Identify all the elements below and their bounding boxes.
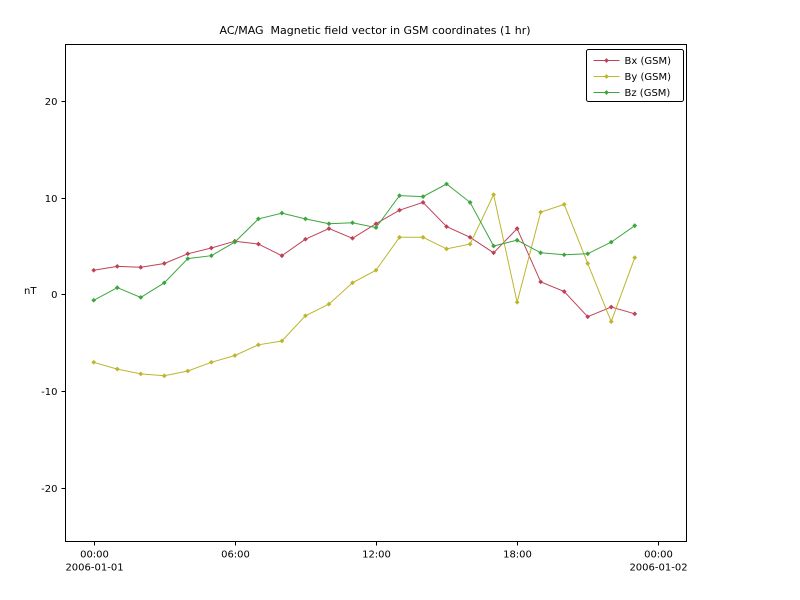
x-tick-label: 18:00 <box>503 550 532 561</box>
data-point-marker <box>255 342 261 348</box>
x-tick-date-label: 2006-01-02 <box>629 563 687 574</box>
data-point-marker <box>608 304 614 310</box>
y-tick-label: 10 <box>45 194 58 205</box>
data-point-marker <box>114 366 120 372</box>
data-point-marker <box>279 210 285 216</box>
chart-title: AC/MAG Magnetic field vector in GSM coor… <box>219 24 531 37</box>
data-point-marker <box>397 207 402 213</box>
data-point-marker <box>561 289 567 294</box>
data-point-marker <box>585 314 591 320</box>
data-point-marker <box>232 353 238 358</box>
data-point-marker <box>161 280 167 286</box>
data-point-marker <box>538 250 544 256</box>
data-point-marker <box>303 313 308 319</box>
data-point-marker <box>350 220 355 226</box>
legend-label: By (GSM) <box>625 72 672 83</box>
data-point-marker <box>138 264 144 270</box>
x-tick-label: 00:00 <box>644 550 673 561</box>
data-point-marker <box>114 285 120 291</box>
data-point-marker <box>608 239 614 245</box>
data-point-marker <box>114 263 120 269</box>
data-point-marker <box>185 368 191 374</box>
legend-label: Bx (GSM) <box>625 56 672 67</box>
legend-marker <box>604 90 609 95</box>
data-point-marker <box>161 261 167 266</box>
data-point-marker <box>491 250 497 256</box>
data-point-marker <box>350 280 355 286</box>
data-point-marker <box>538 279 544 285</box>
series-line-bz-gsm <box>93 183 636 301</box>
data-point-marker <box>303 236 308 242</box>
data-point-marker <box>397 234 402 240</box>
data-point-marker <box>373 221 379 227</box>
data-point-marker <box>491 192 497 198</box>
data-point-marker <box>350 235 355 241</box>
data-point-marker <box>585 251 591 257</box>
data-point-marker <box>420 200 426 205</box>
data-point-marker <box>608 319 614 324</box>
data-point-marker <box>279 338 285 344</box>
x-tick-label: 12:00 <box>362 550 391 561</box>
series-line-by-gsm <box>93 193 636 377</box>
data-point-marker <box>138 371 144 377</box>
data-point-marker <box>91 267 97 273</box>
data-point-marker <box>514 237 520 243</box>
data-point-marker <box>467 200 473 205</box>
data-point-marker <box>467 234 473 240</box>
data-point-marker <box>561 252 567 258</box>
legend-marker <box>604 58 609 63</box>
data-point-marker <box>279 253 285 259</box>
data-point-marker <box>514 226 520 231</box>
data-point-marker <box>326 301 332 307</box>
data-point-marker <box>232 239 238 245</box>
y-axis-label: nT <box>24 286 37 297</box>
data-point-marker <box>161 373 167 379</box>
data-point-marker <box>255 216 261 222</box>
data-point-marker <box>420 234 426 240</box>
data-point-marker <box>91 359 97 365</box>
data-point-marker <box>326 221 332 227</box>
data-point-marker <box>255 241 261 247</box>
data-point-marker <box>444 246 449 252</box>
x-tick-label: 00:00 <box>80 550 109 561</box>
data-point-marker <box>444 224 449 230</box>
data-point-marker <box>91 297 97 303</box>
data-point-marker <box>632 223 638 229</box>
data-point-marker <box>420 194 426 200</box>
data-point-marker <box>397 193 402 199</box>
data-point-marker <box>185 251 191 257</box>
data-point-marker <box>373 225 379 231</box>
data-point-marker <box>561 201 567 207</box>
x-tick-label: 06:00 <box>221 550 250 561</box>
data-point-marker <box>138 294 144 300</box>
data-point-marker <box>185 256 191 262</box>
y-tick-label: 20 <box>45 97 58 108</box>
data-point-marker <box>514 299 520 305</box>
data-point-marker <box>303 216 308 222</box>
legend-box <box>586 49 684 102</box>
y-tick-label: 0 <box>51 290 57 301</box>
data-point-marker <box>538 209 544 215</box>
x-tick-date-label: 2006-01-01 <box>65 563 123 574</box>
data-point-marker <box>585 261 591 266</box>
data-point-marker <box>491 243 497 249</box>
data-point-marker <box>467 241 473 247</box>
data-point-marker <box>444 181 449 187</box>
series-line-bx-gsm <box>93 201 635 318</box>
data-point-marker <box>373 267 379 273</box>
y-tick-label: -20 <box>41 484 57 495</box>
y-tick-label: -10 <box>41 387 57 398</box>
data-point-marker <box>208 253 214 259</box>
data-point-marker <box>632 311 638 317</box>
plot-frame <box>65 44 687 542</box>
data-point-marker <box>208 359 214 365</box>
data-point-marker <box>208 245 214 251</box>
legend-marker <box>604 74 609 79</box>
data-point-marker <box>326 226 332 231</box>
legend-label: Bz (GSM) <box>625 88 671 99</box>
data-point-marker <box>632 255 638 261</box>
